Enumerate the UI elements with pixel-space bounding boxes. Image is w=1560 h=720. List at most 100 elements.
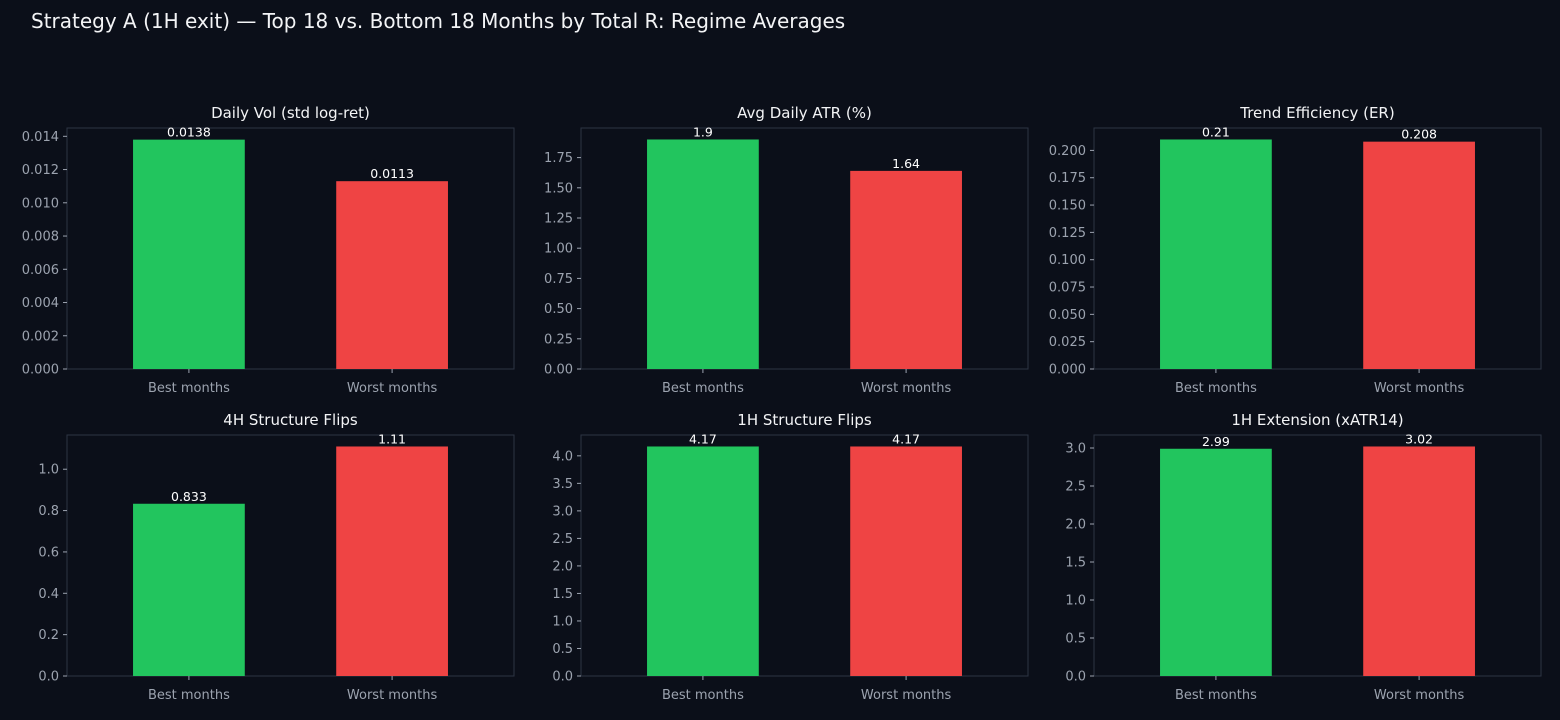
bar-worst-months <box>850 446 962 676</box>
y-tick-label: 4.0 <box>552 449 573 464</box>
chart-title: 1H Extension (xATR14) <box>1231 411 1403 429</box>
y-tick-label: 2.0 <box>1065 517 1086 532</box>
data-label: 0.208 <box>1401 127 1437 142</box>
plot-frame <box>1093 127 1542 370</box>
y-tick-label: 1.5 <box>1065 555 1086 570</box>
figure-title: Strategy A (1H exit) — Top 18 vs. Bottom… <box>31 9 846 33</box>
x-tick-label: Best months <box>662 381 744 396</box>
chart-panel-2: Avg Daily ATR (%) 0.00 0.25 0.50 0.75 1.00 1.2… <box>544 104 1029 396</box>
chart-title: Trend Efficiency (ER) <box>1239 104 1394 122</box>
bar-best-months <box>1160 139 1272 369</box>
chart-title: 4H Structure Flips <box>223 411 358 429</box>
y-tick-label: 3.0 <box>1065 441 1086 456</box>
y-tick-label: 0.4 <box>38 587 59 602</box>
bar-best-months <box>133 503 245 676</box>
y-tick-label: 0.5 <box>1065 631 1086 646</box>
y-tick-label: 3.0 <box>552 504 573 519</box>
x-tick-label: Worst months <box>861 688 952 703</box>
chart-panel-4: 4H Structure Flips 0.0 0.2 0.4 0.6 0.8 1.0 0.83… <box>38 411 515 703</box>
y-tick-label: 1.50 <box>544 181 573 196</box>
y-tick-label: 0.5 <box>552 642 573 657</box>
x-tick-label: Best months <box>662 688 744 703</box>
data-label: 4.17 <box>689 431 717 446</box>
y-tick-label: 0.002 <box>22 329 59 344</box>
y-tick-label: 1.75 <box>544 151 573 166</box>
data-label: 0.0138 <box>167 125 211 140</box>
y-tick-label: 1.0 <box>1065 593 1086 608</box>
y-tick-label: 0.006 <box>22 263 59 278</box>
y-tick-label: 2.5 <box>1065 479 1086 494</box>
bar-worst-months <box>1363 141 1475 369</box>
data-label: 0.21 <box>1202 124 1230 139</box>
y-tick-label: 0.100 <box>1049 253 1086 268</box>
data-label: 0.833 <box>171 489 207 504</box>
x-tick-label: Worst months <box>347 688 438 703</box>
y-tick-label: 0.0 <box>1065 670 1086 685</box>
x-tick-label: Worst months <box>1374 688 1465 703</box>
x-tick-label: Best months <box>148 381 230 396</box>
y-tick-label: 0.150 <box>1049 199 1086 214</box>
chart-panel-1: Daily Vol (std log-ret) 0.000 0.002 0.004 0.… <box>22 104 515 396</box>
plot-frame <box>66 434 515 677</box>
data-label: 4.17 <box>892 431 920 446</box>
y-tick-label: 0.0 <box>38 670 59 685</box>
bar-worst-months <box>1363 446 1475 676</box>
y-tick-label: 0.50 <box>544 302 573 317</box>
plot-frame <box>580 434 1029 677</box>
x-tick-label: Worst months <box>347 381 438 396</box>
y-tick-label: 0.008 <box>22 230 59 245</box>
y-tick-label: 0.000 <box>1049 363 1086 378</box>
y-tick-label: 1.0 <box>38 463 59 478</box>
y-tick-label: 0.010 <box>22 196 59 211</box>
y-tick-label: 0.014 <box>22 130 59 145</box>
chart-title: Daily Vol (std log-ret) <box>211 104 370 122</box>
x-tick-label: Best months <box>1175 381 1257 396</box>
y-tick-label: 1.25 <box>544 211 573 226</box>
chart-panel-3: Trend Efficiency (ER) 0.000 0.025 0.050 0.07… <box>1049 104 1542 396</box>
x-tick-label: Best months <box>1175 688 1257 703</box>
plot-frame <box>1093 434 1542 677</box>
chart-panel-6: 1H Extension (xATR14) 0.0 0.5 1.0 1.5 2.0 2.5 3… <box>1065 411 1542 703</box>
chart-title: 1H Structure Flips <box>737 411 872 429</box>
y-tick-label: 0.2 <box>38 628 59 643</box>
y-tick-label: 0.25 <box>544 332 573 347</box>
y-tick-label: 0.125 <box>1049 226 1086 241</box>
y-tick-label: 2.0 <box>552 559 573 574</box>
data-label: 3.02 <box>1405 431 1433 446</box>
data-label: 2.99 <box>1202 434 1230 449</box>
y-tick-label: 0.6 <box>38 545 59 560</box>
bar-best-months <box>133 139 245 369</box>
chart-title: Avg Daily ATR (%) <box>737 104 872 122</box>
x-tick-label: Worst months <box>1374 381 1465 396</box>
y-tick-label: 1.0 <box>552 614 573 629</box>
y-tick-label: 0.75 <box>544 272 573 287</box>
y-tick-label: 0.0 <box>552 670 573 685</box>
bar-best-months <box>1160 448 1272 676</box>
y-tick-label: 0.8 <box>38 504 59 519</box>
plot-frame <box>66 127 515 370</box>
bar-worst-months <box>336 181 448 369</box>
y-tick-label: 0.000 <box>22 363 59 378</box>
bar-worst-months <box>336 446 448 676</box>
data-label: 1.64 <box>892 156 920 171</box>
data-label: 1.11 <box>378 431 406 446</box>
data-label: 0.0113 <box>370 166 414 181</box>
y-tick-label: 1.00 <box>544 242 573 257</box>
y-tick-label: 2.5 <box>552 532 573 547</box>
bar-worst-months <box>850 170 962 369</box>
data-label: 1.9 <box>693 124 713 139</box>
y-tick-label: 0.004 <box>22 296 59 311</box>
x-tick-label: Worst months <box>861 381 952 396</box>
y-tick-label: 0.075 <box>1049 281 1086 296</box>
bar-best-months <box>647 446 759 676</box>
y-tick-label: 0.175 <box>1049 171 1086 186</box>
chart-panel-5: 1H Structure Flips 0.0 0.5 1.0 1.5 2.0 2.5 3.0 3… <box>552 411 1029 703</box>
y-tick-label: 0.012 <box>22 163 59 178</box>
y-tick-label: 3.5 <box>552 477 573 492</box>
x-tick-label: Best months <box>148 688 230 703</box>
bar-best-months <box>647 139 759 369</box>
y-tick-label: 0.025 <box>1049 335 1086 350</box>
y-tick-label: 0.200 <box>1049 144 1086 159</box>
y-tick-label: 1.5 <box>552 587 573 602</box>
